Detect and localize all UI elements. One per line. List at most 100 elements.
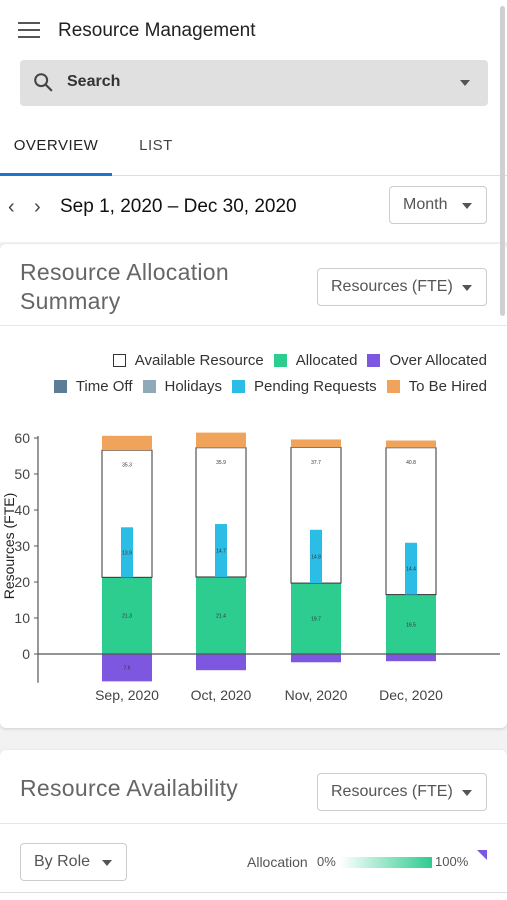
availability-table-header xyxy=(0,892,507,900)
bar-label-pending: 14.4 xyxy=(406,567,416,573)
y-tick-label: 50 xyxy=(14,466,30,482)
x-tick-label: Sep, 2020 xyxy=(95,687,159,703)
allocation-summary-card: Resource Allocation Summary Resources (F… xyxy=(0,244,507,728)
legend-label: Available Resource xyxy=(134,352,264,369)
availability-title: Resource Availability xyxy=(20,775,239,801)
allocation-gradient-bar xyxy=(340,857,432,868)
chevron-left-icon[interactable]: ‹ xyxy=(8,196,15,218)
bar-over-allocated[interactable] xyxy=(291,654,341,663)
chevron-down-icon xyxy=(462,285,472,291)
search-input[interactable]: Search xyxy=(20,60,488,106)
measure-select-label: Resources (FTE) xyxy=(331,783,453,800)
period-select-label: Month xyxy=(403,196,448,213)
legend-item-available[interactable]: Available Resource xyxy=(112,352,264,369)
legend-swatch xyxy=(53,380,67,393)
legend-item-over-allocated[interactable]: Over Allocated xyxy=(367,352,487,369)
tab-list[interactable]: LIST xyxy=(139,137,173,154)
legend-swatch xyxy=(142,380,156,393)
search-label: Search xyxy=(67,73,121,90)
bar-allocated[interactable] xyxy=(102,577,152,654)
corner-marker-icon xyxy=(477,850,487,860)
legend-label: Over Allocated xyxy=(389,352,487,369)
legend-label: To Be Hired xyxy=(408,378,487,395)
bar-pending-requests[interactable] xyxy=(310,529,322,584)
y-tick-label: 60 xyxy=(14,430,30,446)
legend-label: Pending Requests xyxy=(254,378,377,395)
bar-label-pending: 13.9 xyxy=(122,550,132,556)
legend-swatch xyxy=(367,354,381,367)
bar-to-be-hired[interactable] xyxy=(386,440,436,448)
chart-legend-row-2: Time Off Holidays Pending Requests To Be… xyxy=(44,378,487,395)
bar-allocated[interactable] xyxy=(386,594,436,654)
y-axis-title: Resources (FTE) xyxy=(1,493,17,600)
x-tick-label: Dec, 2020 xyxy=(379,687,443,703)
bar-label-allocated: 21.4 xyxy=(216,613,226,619)
allocation-min-label: 0% xyxy=(317,854,336,869)
legend-swatch xyxy=(386,380,400,393)
chevron-down-icon xyxy=(102,860,112,866)
chevron-down-icon xyxy=(462,790,472,796)
allocation-max-label: 100% xyxy=(435,854,469,869)
y-tick-label: 0 xyxy=(22,646,30,662)
period-select[interactable]: Month xyxy=(389,186,487,224)
bar-label-pending: 14.7 xyxy=(216,549,226,555)
bar-label-allocated: 16.5 xyxy=(406,622,416,628)
date-navigation: ‹ › Sep 1, 2020 – Dec 30, 2020 Month xyxy=(0,176,507,242)
bar-label-over-allocated: 7.6 xyxy=(124,666,131,672)
tab-overview[interactable]: OVERVIEW xyxy=(0,130,112,176)
legend-item-allocated[interactable]: Allocated xyxy=(273,352,357,369)
app-title: Resource Management xyxy=(58,20,256,41)
bar-to-be-hired[interactable] xyxy=(196,432,246,448)
legend-item-holidays[interactable]: Holidays xyxy=(142,378,223,395)
legend-item-pending-requests[interactable]: Pending Requests xyxy=(232,378,377,395)
bar-to-be-hired[interactable] xyxy=(102,435,152,451)
allocation-legend-label: Allocation xyxy=(247,854,308,870)
y-tick-label: 30 xyxy=(14,538,30,554)
bar-label-allocated: 19.7 xyxy=(311,617,321,623)
date-range: Sep 1, 2020 – Dec 30, 2020 xyxy=(60,196,297,217)
tab-bar: OVERVIEW LIST xyxy=(0,130,507,176)
x-tick-label: Oct, 2020 xyxy=(191,687,252,703)
allocation-summary-title: Resource Allocation Summary xyxy=(20,259,229,314)
measure-select-label: Resources (FTE) xyxy=(331,278,453,295)
allocation-chart: 0 10 20 30 40 50 60 Resources (FTE) 7.6 21.3 35.3 1… xyxy=(1,430,500,703)
bar-to-be-hired[interactable] xyxy=(291,439,341,448)
bar-over-allocated[interactable] xyxy=(102,654,152,682)
app-header: Resource Management Search OVERVIEW LIST xyxy=(0,0,507,176)
divider xyxy=(0,823,507,824)
legend-swatch xyxy=(112,354,126,367)
bar-label-pending: 14.8 xyxy=(311,554,321,560)
bar-label-available: 37.7 xyxy=(311,460,321,466)
chevron-down-icon[interactable] xyxy=(460,80,470,86)
x-tick-label: Nov, 2020 xyxy=(285,687,348,703)
search-icon xyxy=(34,73,53,92)
group-by-label: By Role xyxy=(34,853,91,870)
chevron-right-icon[interactable]: › xyxy=(34,196,41,218)
measure-select[interactable]: Resources (FTE) xyxy=(317,268,487,306)
legend-label: Holidays xyxy=(164,378,223,395)
divider xyxy=(0,325,507,326)
bar-over-allocated[interactable] xyxy=(386,654,436,662)
availability-measure-select[interactable]: Resources (FTE) xyxy=(317,773,487,811)
bar-label-available: 40.8 xyxy=(406,460,416,466)
bar-allocated[interactable] xyxy=(196,576,246,654)
legend-label: Time Off xyxy=(75,378,133,395)
group-by-select[interactable]: By Role xyxy=(20,843,127,881)
bar-pending-requests[interactable] xyxy=(121,527,133,578)
chart-legend-row-1: Available Resource Allocated Over Alloca… xyxy=(103,352,487,369)
legend-swatch xyxy=(273,354,287,367)
legend-item-time-off[interactable]: Time Off xyxy=(53,378,133,395)
y-tick-label: 10 xyxy=(14,610,30,626)
chevron-down-icon xyxy=(462,203,472,209)
bar-allocated[interactable] xyxy=(291,583,341,654)
bar-over-allocated[interactable] xyxy=(196,654,246,671)
scrollbar[interactable] xyxy=(500,6,505,316)
bar-pending-requests[interactable] xyxy=(215,524,227,577)
bar-label-available: 35.9 xyxy=(216,460,226,466)
bar-label-available: 35.3 xyxy=(122,463,132,469)
menu-icon[interactable] xyxy=(18,22,40,38)
legend-item-to-be-hired[interactable]: To Be Hired xyxy=(386,378,487,395)
legend-swatch xyxy=(232,380,246,393)
bar-pending-requests[interactable] xyxy=(405,542,417,595)
bar-label-allocated: 21.3 xyxy=(122,614,132,620)
